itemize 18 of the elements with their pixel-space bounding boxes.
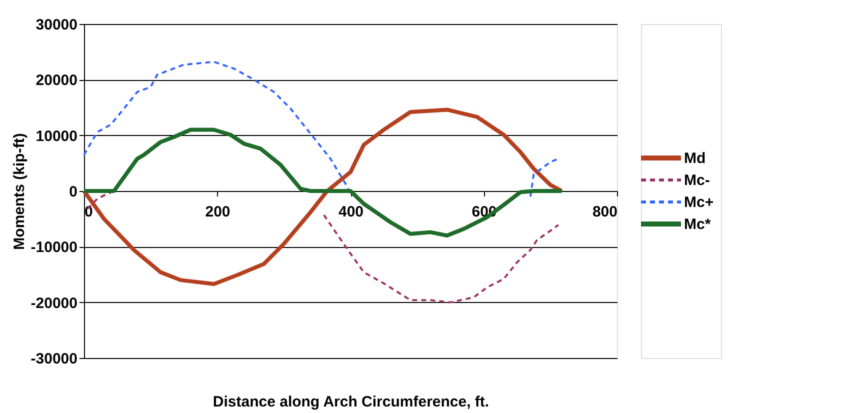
y-tick-label: 30000 <box>36 16 78 34</box>
legend-label: Mc* <box>684 216 711 233</box>
x-tick-label: 800 <box>592 204 618 220</box>
y-axis-title: Moments (kip-ft) <box>10 133 28 250</box>
y-tick-label: -10000 <box>30 239 78 256</box>
x-tick-label: 400 <box>338 204 364 220</box>
x-axis-title: Distance along Arch Circumference, ft. <box>212 394 490 410</box>
y-tick-label: -20000 <box>30 294 78 312</box>
x-tick-label: 200 <box>205 204 230 220</box>
y-tick-label: 0 <box>69 184 78 200</box>
y-tick-label: -30000 <box>30 350 78 368</box>
y-tick-label: 20000 <box>36 72 78 90</box>
legend-label: Mc+ <box>684 194 714 211</box>
line-series <box>82 108 564 286</box>
line-series <box>82 128 564 238</box>
y-tick-label: 10000 <box>36 128 78 145</box>
legend-label: Mc- <box>684 172 710 189</box>
legend-label: Md <box>684 150 706 167</box>
